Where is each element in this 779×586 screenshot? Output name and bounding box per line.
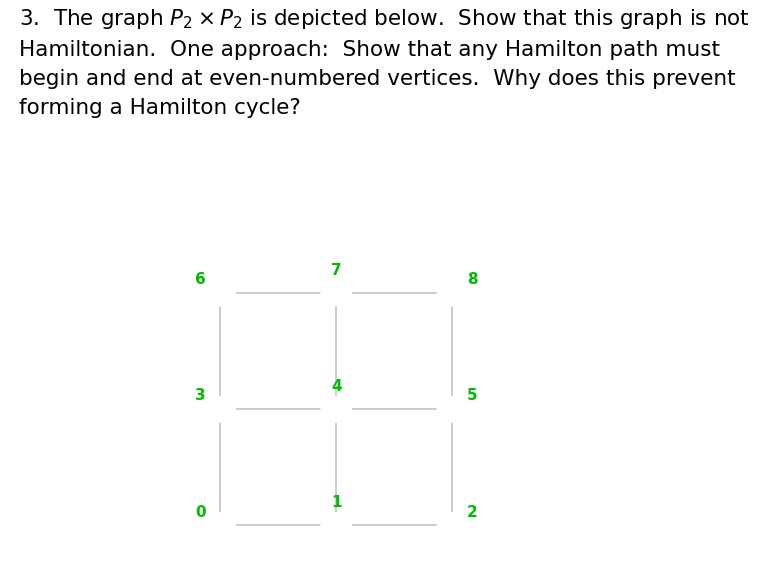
Ellipse shape — [205, 280, 235, 306]
Text: 5: 5 — [467, 389, 478, 404]
Ellipse shape — [205, 397, 235, 422]
Text: 0: 0 — [195, 505, 206, 520]
Ellipse shape — [205, 513, 235, 539]
Text: 7: 7 — [331, 263, 341, 278]
Text: 8: 8 — [467, 272, 478, 287]
Ellipse shape — [321, 513, 351, 539]
Text: 3.  The graph $P_2 \times P_2$ is depicted below.  Show that this graph is not
H: 3. The graph $P_2 \times P_2$ is depicte… — [19, 8, 750, 118]
Ellipse shape — [437, 397, 467, 422]
Text: 3: 3 — [195, 389, 206, 404]
Text: 6: 6 — [195, 272, 206, 287]
Text: 4: 4 — [331, 379, 341, 394]
Text: 1: 1 — [331, 495, 341, 510]
Ellipse shape — [437, 513, 467, 539]
Ellipse shape — [321, 397, 351, 422]
Ellipse shape — [321, 280, 351, 306]
Text: 2: 2 — [467, 505, 478, 520]
Ellipse shape — [437, 280, 467, 306]
